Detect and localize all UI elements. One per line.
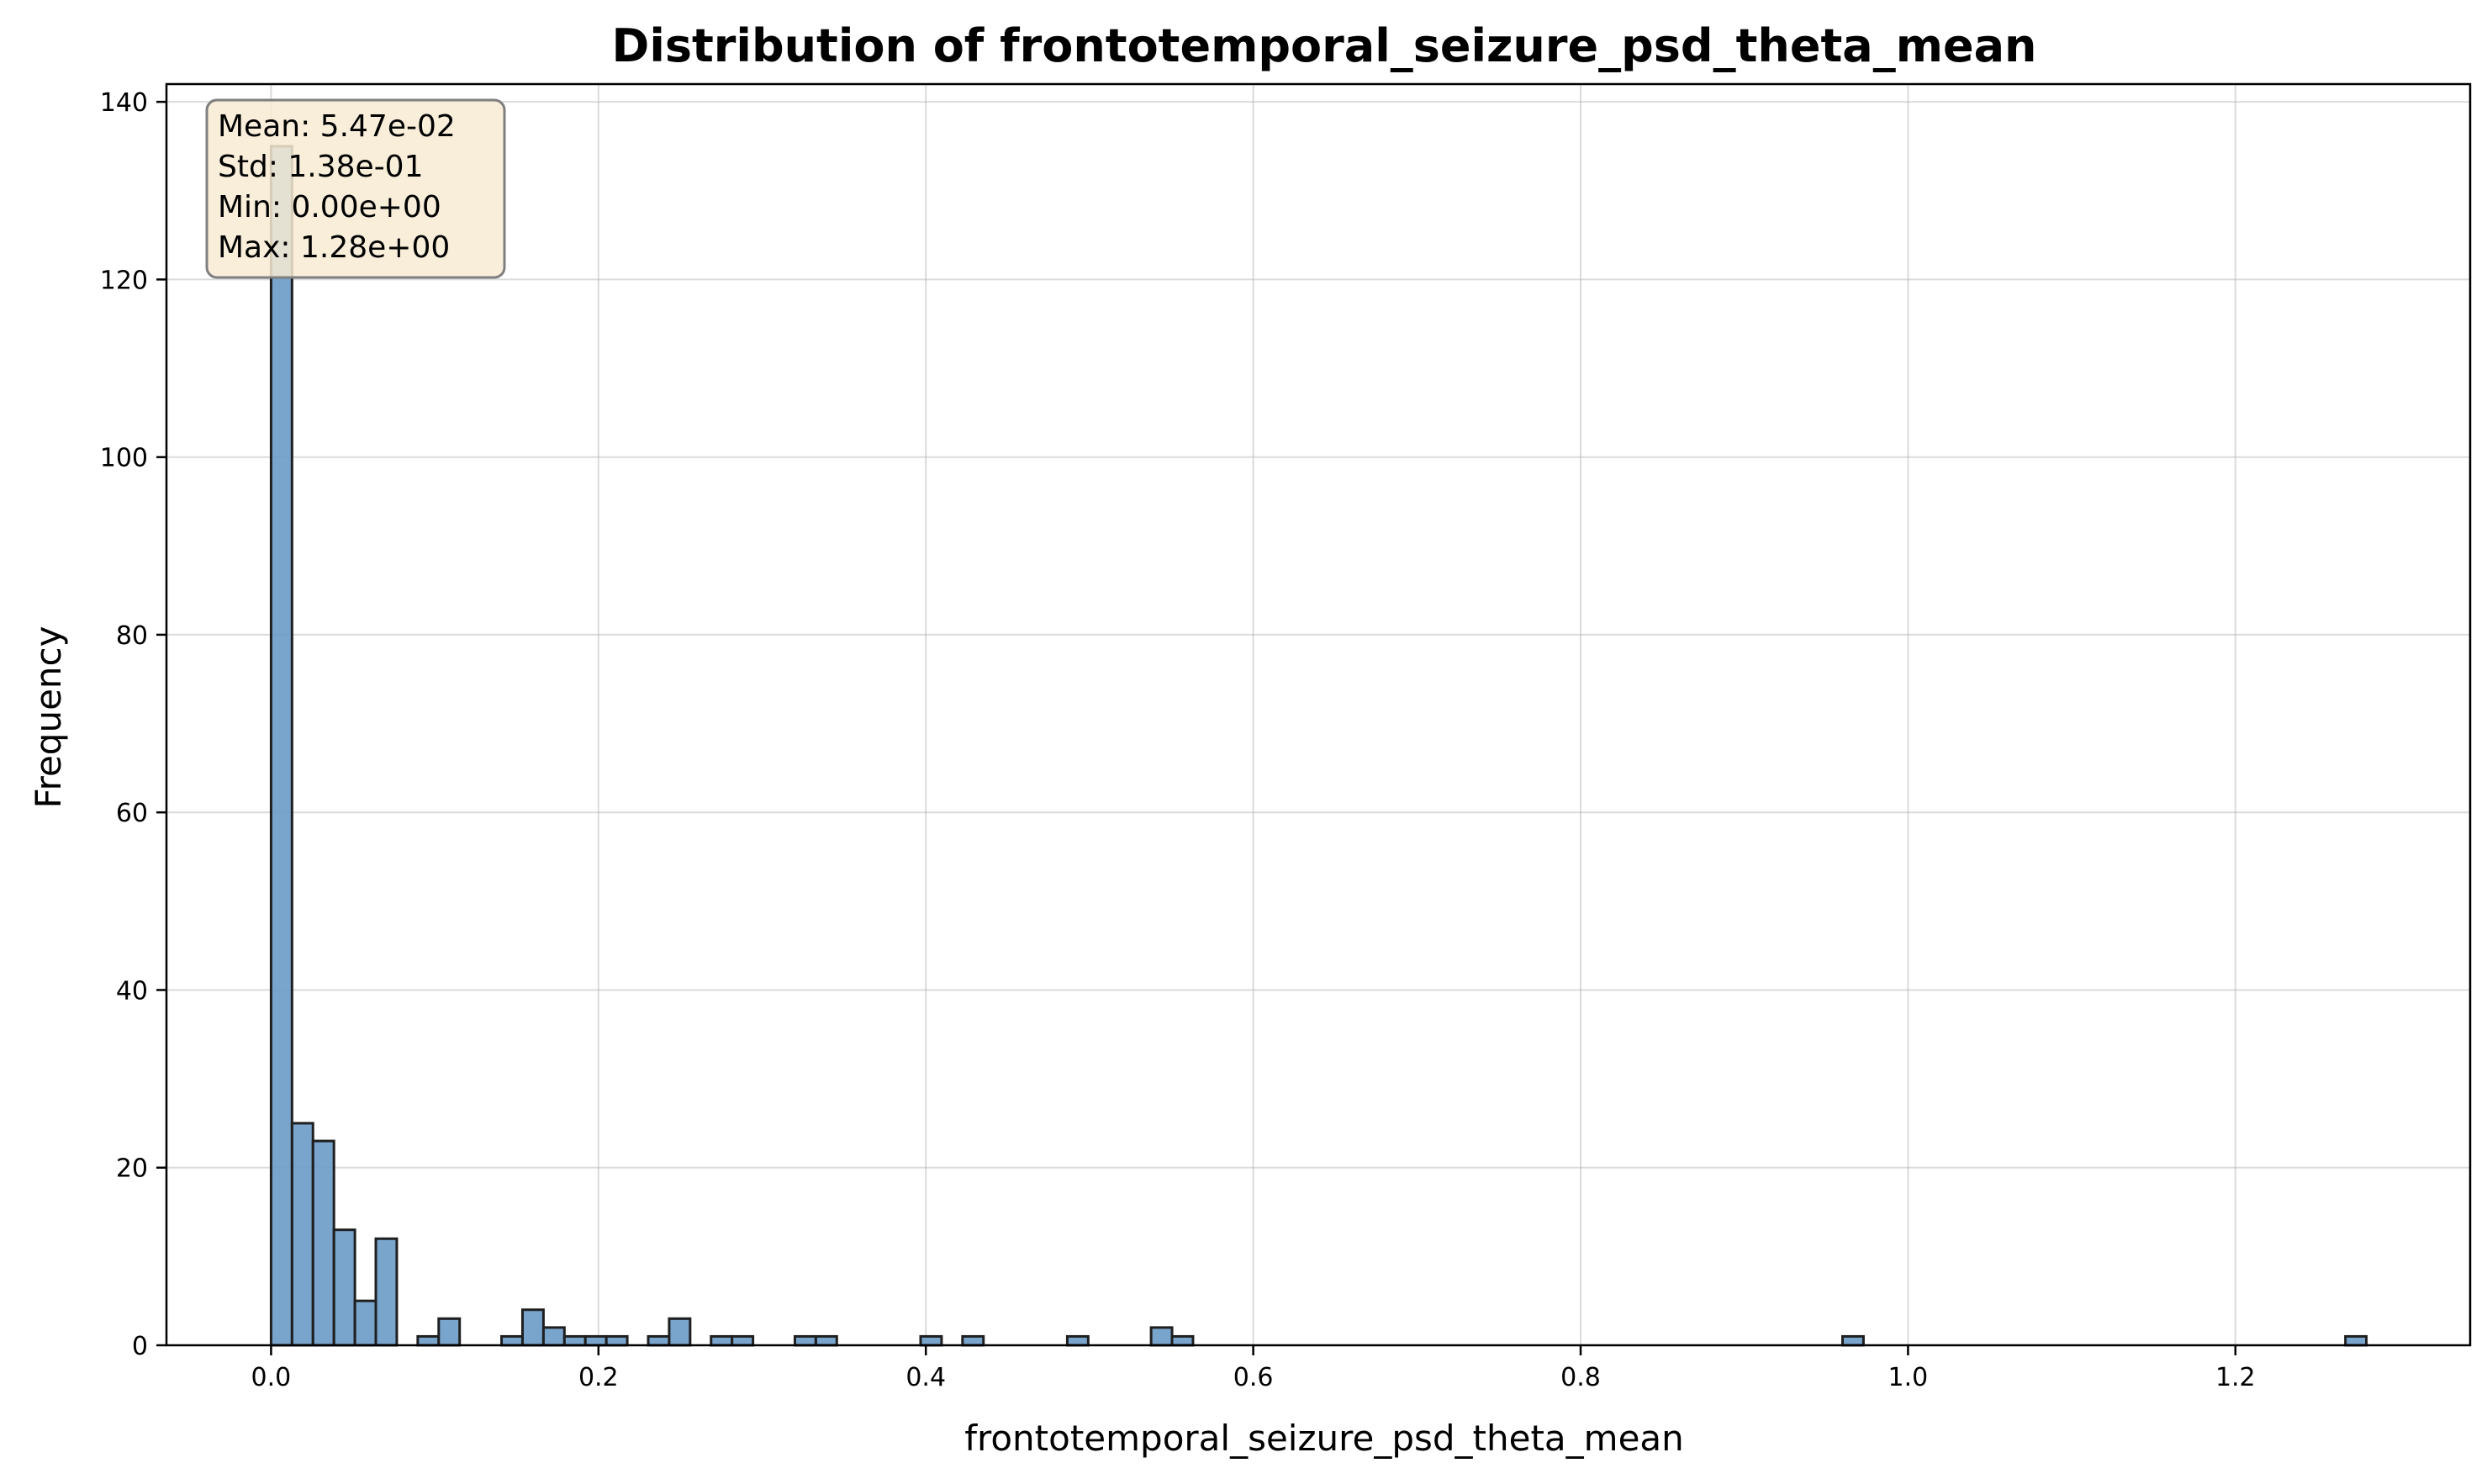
x-tick-label: 1.2	[2215, 1363, 2256, 1392]
histogram-bar	[605, 1334, 629, 1347]
y-tick-label: 120	[100, 266, 148, 295]
y-tick-label: 80	[116, 621, 148, 651]
histogram-bar	[1065, 1334, 1090, 1347]
histogram-bar	[500, 1334, 524, 1347]
stats-std: Std: 1.38e-01	[218, 150, 424, 184]
histogram-bar	[814, 1334, 838, 1347]
y-tick-label: 20	[116, 1154, 148, 1184]
histogram-bar	[520, 1308, 545, 1347]
stats-box: Mean: 5.47e-02 Std: 1.38e-01 Min: 0.00e+…	[205, 98, 506, 279]
histogram-bar	[374, 1237, 399, 1347]
histogram-bar	[1841, 1334, 1865, 1347]
histogram-bar	[290, 1122, 314, 1347]
plot-frame	[165, 82, 2472, 1347]
y-tick-label: 0	[132, 1332, 148, 1361]
histogram-bar	[961, 1334, 985, 1347]
histogram-bar	[416, 1334, 441, 1347]
histogram-bar	[311, 1139, 335, 1347]
chart-title: Distribution of frontotemporal_seizure_p…	[612, 19, 2037, 72]
histogram-bar	[269, 145, 293, 1347]
y-tick-label: 140	[100, 88, 148, 118]
x-tick-label: 1.0	[1888, 1363, 1929, 1392]
histogram-bar	[562, 1334, 587, 1347]
y-axis-ticks: 0 20 40 60 80 100 120 140	[100, 88, 166, 1361]
histogram-bar	[919, 1334, 943, 1347]
stats-max: Max: 1.28e+00	[218, 230, 450, 265]
histogram-bar	[1149, 1326, 1174, 1347]
x-axis-label: frontotemporal_seizure_psd_theta_mean	[964, 1418, 1684, 1459]
histogram-bar	[1170, 1334, 1195, 1347]
stats-min: Min: 0.00e+00	[218, 190, 441, 224]
x-tick-label: 0.6	[1233, 1363, 1274, 1392]
histogram-bar	[353, 1299, 377, 1347]
x-tick-label: 0.2	[578, 1363, 619, 1392]
x-axis-ticks: 0.0 0.2 0.4 0.6 0.8 1.0 1.2	[251, 1345, 2256, 1392]
histogram-bar	[668, 1317, 692, 1347]
histogram-bar	[647, 1334, 671, 1347]
x-tick-label: 0.4	[905, 1363, 946, 1392]
y-axis-label: Frequency	[28, 626, 69, 809]
histogram-bar	[583, 1334, 608, 1347]
y-tick-label: 60	[116, 799, 148, 828]
histogram-bar	[332, 1228, 356, 1347]
histogram-bar	[710, 1334, 734, 1347]
histogram-bar	[731, 1334, 755, 1347]
y-tick-label: 40	[116, 976, 148, 1006]
x-tick-label: 0.0	[251, 1363, 292, 1392]
histogram-bar	[793, 1334, 817, 1347]
y-tick-label: 100	[100, 444, 148, 473]
stats-mean: Mean: 5.47e-02	[218, 109, 456, 144]
histogram-bar	[541, 1326, 566, 1347]
histogram-bar	[2344, 1334, 2368, 1347]
x-tick-label: 0.8	[1560, 1363, 1601, 1392]
histogram-bar	[437, 1317, 462, 1347]
stats-box-background	[205, 98, 506, 279]
